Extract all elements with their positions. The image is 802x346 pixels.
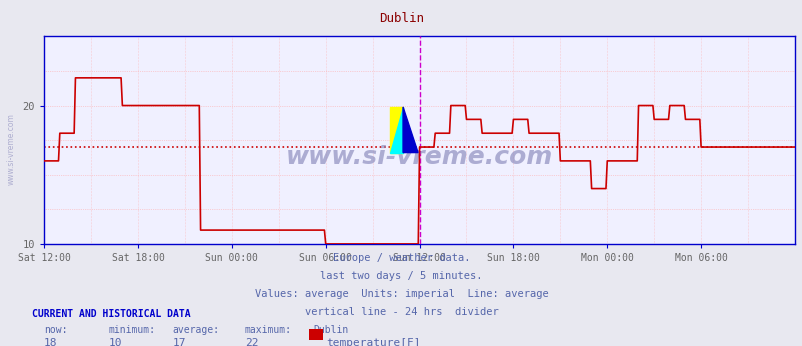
Text: Europe / weather data.: Europe / weather data.	[332, 253, 470, 263]
Text: now:: now:	[44, 325, 67, 335]
Text: CURRENT AND HISTORICAL DATA: CURRENT AND HISTORICAL DATA	[32, 309, 191, 319]
Polygon shape	[403, 107, 418, 153]
Text: Dublin: Dublin	[379, 12, 423, 25]
Text: Values: average  Units: imperial  Line: average: Values: average Units: imperial Line: av…	[254, 289, 548, 299]
Text: 10: 10	[108, 338, 122, 346]
Text: minimum:: minimum:	[108, 325, 156, 335]
Text: temperature[F]: temperature[F]	[326, 338, 420, 346]
Text: 17: 17	[172, 338, 186, 346]
Text: average:: average:	[172, 325, 220, 335]
Text: Dublin: Dublin	[313, 325, 348, 335]
Text: www.si-vreme.com: www.si-vreme.com	[6, 113, 15, 185]
Bar	[389, 107, 403, 153]
Text: last two days / 5 minutes.: last two days / 5 minutes.	[320, 271, 482, 281]
Text: 18: 18	[44, 338, 58, 346]
Text: 22: 22	[245, 338, 258, 346]
Polygon shape	[389, 107, 403, 153]
Text: vertical line - 24 hrs  divider: vertical line - 24 hrs divider	[304, 307, 498, 317]
Text: maximum:: maximum:	[245, 325, 292, 335]
Text: www.si-vreme.com: www.si-vreme.com	[286, 145, 553, 169]
